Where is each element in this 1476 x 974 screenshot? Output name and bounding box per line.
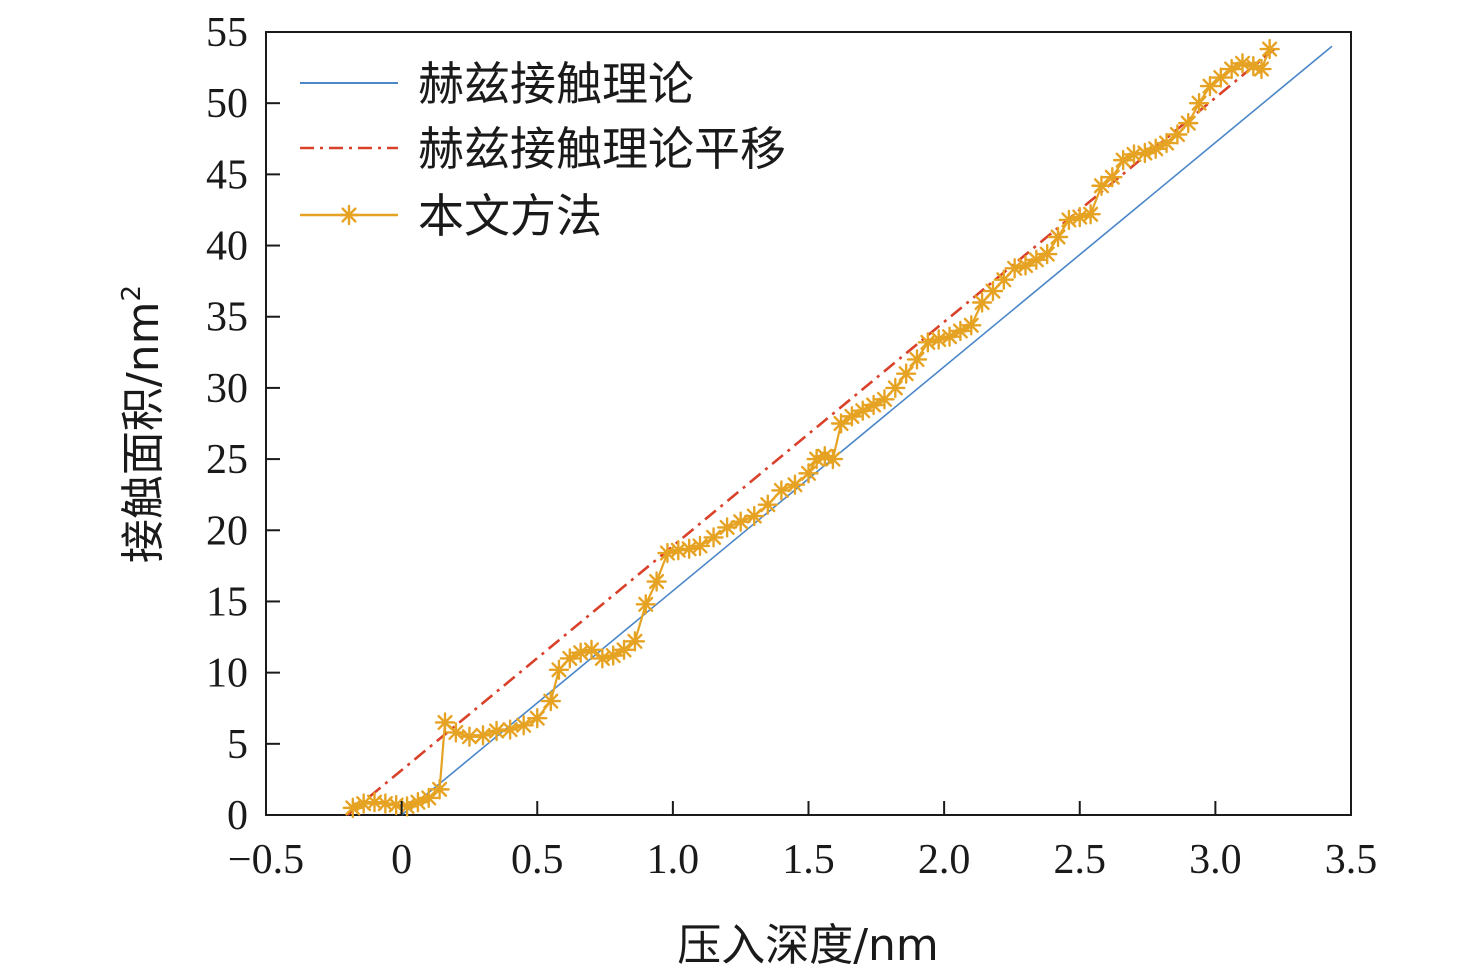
data-point-marker xyxy=(716,517,738,538)
data-point-marker xyxy=(895,363,917,384)
data-point-marker xyxy=(646,571,667,592)
data-point-marker xyxy=(1251,58,1272,80)
y-tick-label: 30 xyxy=(206,366,248,412)
data-point-marker xyxy=(961,315,982,336)
data-point-marker xyxy=(429,779,450,800)
data-point-marker xyxy=(1112,149,1134,171)
data-point-marker xyxy=(744,505,765,527)
x-tick-label: 0.5 xyxy=(511,837,564,883)
x-tick-label: 3.0 xyxy=(1189,837,1242,883)
data-point-marker xyxy=(1047,226,1069,248)
data-point-marker xyxy=(771,480,792,501)
legend: 赫兹接触理论 赫兹接触理论平移 本文方法 xyxy=(300,57,786,243)
data-point-marker xyxy=(486,720,507,742)
data-point-marker xyxy=(1036,243,1058,265)
data-point-marker xyxy=(798,463,819,484)
data-point-marker xyxy=(1178,112,1199,134)
y-axis-title-main: 接触面积/nm xyxy=(118,301,169,563)
data-point-marker xyxy=(1210,67,1232,88)
y-axis-title-group: 接触面积/nm2 xyxy=(117,285,169,563)
y-tick-label: 55 xyxy=(206,10,248,56)
data-point-marker xyxy=(527,707,548,729)
y-tick-label: 35 xyxy=(206,295,248,341)
data-point-marker xyxy=(757,494,779,515)
data-point-marker xyxy=(939,326,960,347)
data-point-marker xyxy=(1199,75,1221,97)
data-point-marker xyxy=(703,527,724,548)
y-axis-title: 接触面积/nm2 xyxy=(117,285,169,563)
data-point-marker xyxy=(418,787,439,809)
y-axis-title-superscript: 2 xyxy=(117,285,147,302)
y-tick-label: 15 xyxy=(206,579,248,625)
legend-label-method: 本文方法 xyxy=(418,189,602,243)
data-point-marker xyxy=(375,793,396,814)
data-point-marker xyxy=(1102,167,1123,188)
y-tick-label: 20 xyxy=(206,508,248,554)
ticks-layer: −0.5 0 0.5 1.0 1.5 2.0 2.5 3.0 3.505101520253035… xyxy=(206,10,1377,883)
data-point-marker xyxy=(559,648,580,669)
data-point-marker xyxy=(830,413,852,434)
data-point-marker xyxy=(613,639,635,661)
data-point-marker xyxy=(472,725,494,746)
legend-label-hertz: 赫兹接触理论 xyxy=(418,57,694,111)
x-tick-label: 2.5 xyxy=(1054,837,1107,883)
data-point-marker xyxy=(689,535,711,557)
data-point-marker xyxy=(1080,204,1101,225)
data-point-marker xyxy=(1259,38,1280,60)
data-point-marker xyxy=(581,639,602,661)
x-tick-label: −0.5 xyxy=(228,837,304,883)
data-point-marker xyxy=(459,726,480,747)
data-point-marker xyxy=(1188,92,1210,114)
data-point-marker xyxy=(885,377,906,399)
legend-marker-star xyxy=(338,204,360,226)
x-tick-label: 2.0 xyxy=(918,837,971,883)
data-point-marker xyxy=(1091,175,1112,196)
series-layer xyxy=(342,38,1333,819)
data-point-marker xyxy=(1026,249,1047,270)
data-point-marker xyxy=(730,511,751,532)
data-point-marker xyxy=(499,719,521,740)
data-point-marker xyxy=(570,642,591,663)
y-tick-label: 25 xyxy=(206,437,248,483)
data-point-marker xyxy=(624,631,646,652)
x-tick-label: 3.5 xyxy=(1325,837,1378,883)
data-point-marker xyxy=(822,448,844,470)
series-line-hertz xyxy=(401,45,1333,816)
y-tick-label: 0 xyxy=(227,793,248,839)
data-point-marker xyxy=(1156,132,1177,154)
data-point-marker xyxy=(678,538,700,559)
data-point-marker xyxy=(784,474,806,495)
data-point-marker xyxy=(906,349,928,370)
y-tick-label: 5 xyxy=(227,722,248,768)
x-tick-label: 1.0 xyxy=(647,837,700,883)
y-tick-label: 10 xyxy=(206,651,248,697)
data-point-marker xyxy=(635,594,656,615)
x-axis-title: 压入深度/nm xyxy=(677,920,939,971)
y-tick-label: 50 xyxy=(206,81,248,127)
legend-label-hertz-shift: 赫兹接触理论平移 xyxy=(418,122,786,176)
data-point-marker xyxy=(445,722,467,743)
data-point-marker xyxy=(540,690,562,712)
legend-star-icon xyxy=(338,204,360,226)
y-tick-label: 40 xyxy=(206,224,248,270)
x-tick-label: 0 xyxy=(391,837,412,883)
y-tick-label: 45 xyxy=(206,152,248,198)
data-point-marker xyxy=(513,715,534,736)
x-tick-label: 1.5 xyxy=(782,837,835,883)
data-point-marker xyxy=(806,448,827,470)
